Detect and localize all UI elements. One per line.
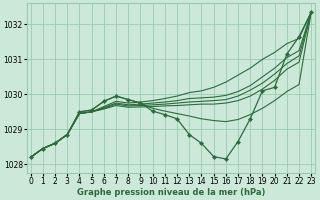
X-axis label: Graphe pression niveau de la mer (hPa): Graphe pression niveau de la mer (hPa) [77,188,265,197]
